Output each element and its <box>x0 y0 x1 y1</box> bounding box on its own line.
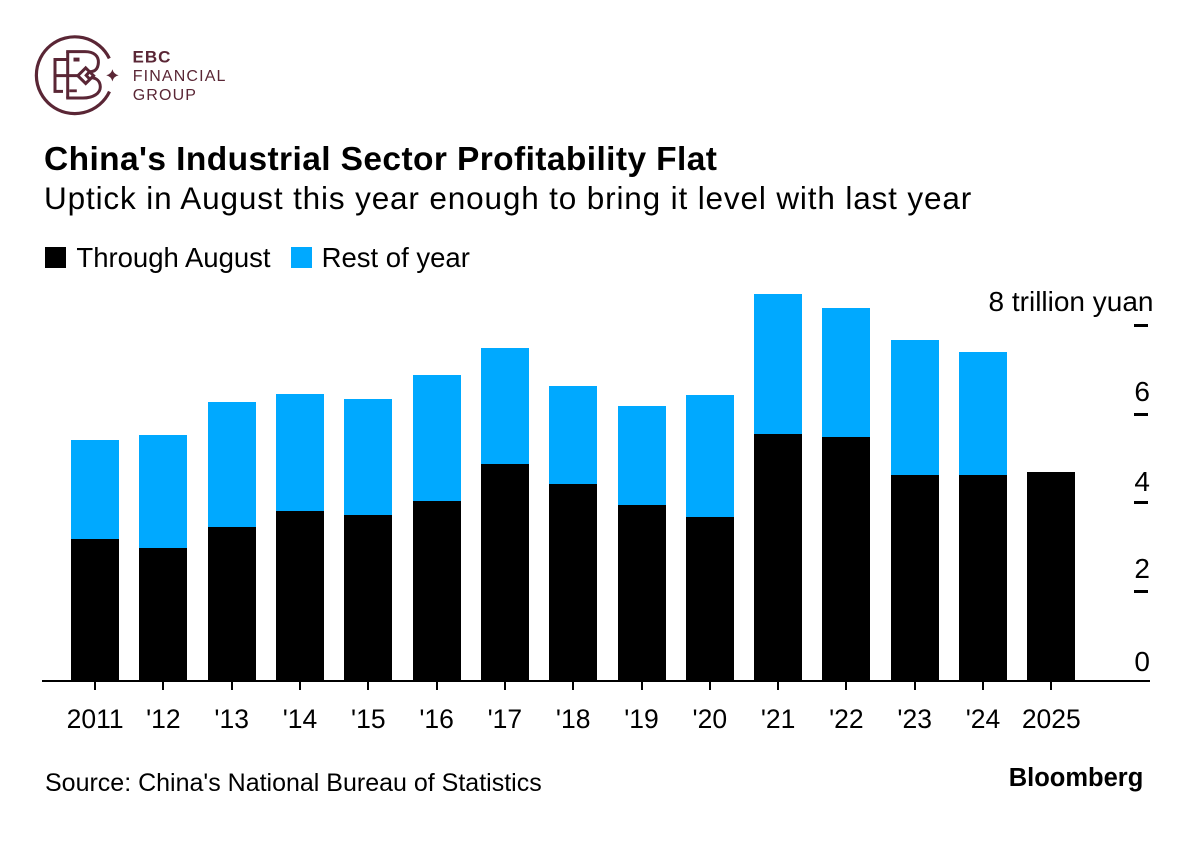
svg-text:EBC: EBC <box>133 48 172 67</box>
svg-text:FINANCIAL: FINANCIAL <box>133 68 227 85</box>
svg-text:GROUP: GROUP <box>133 87 197 104</box>
